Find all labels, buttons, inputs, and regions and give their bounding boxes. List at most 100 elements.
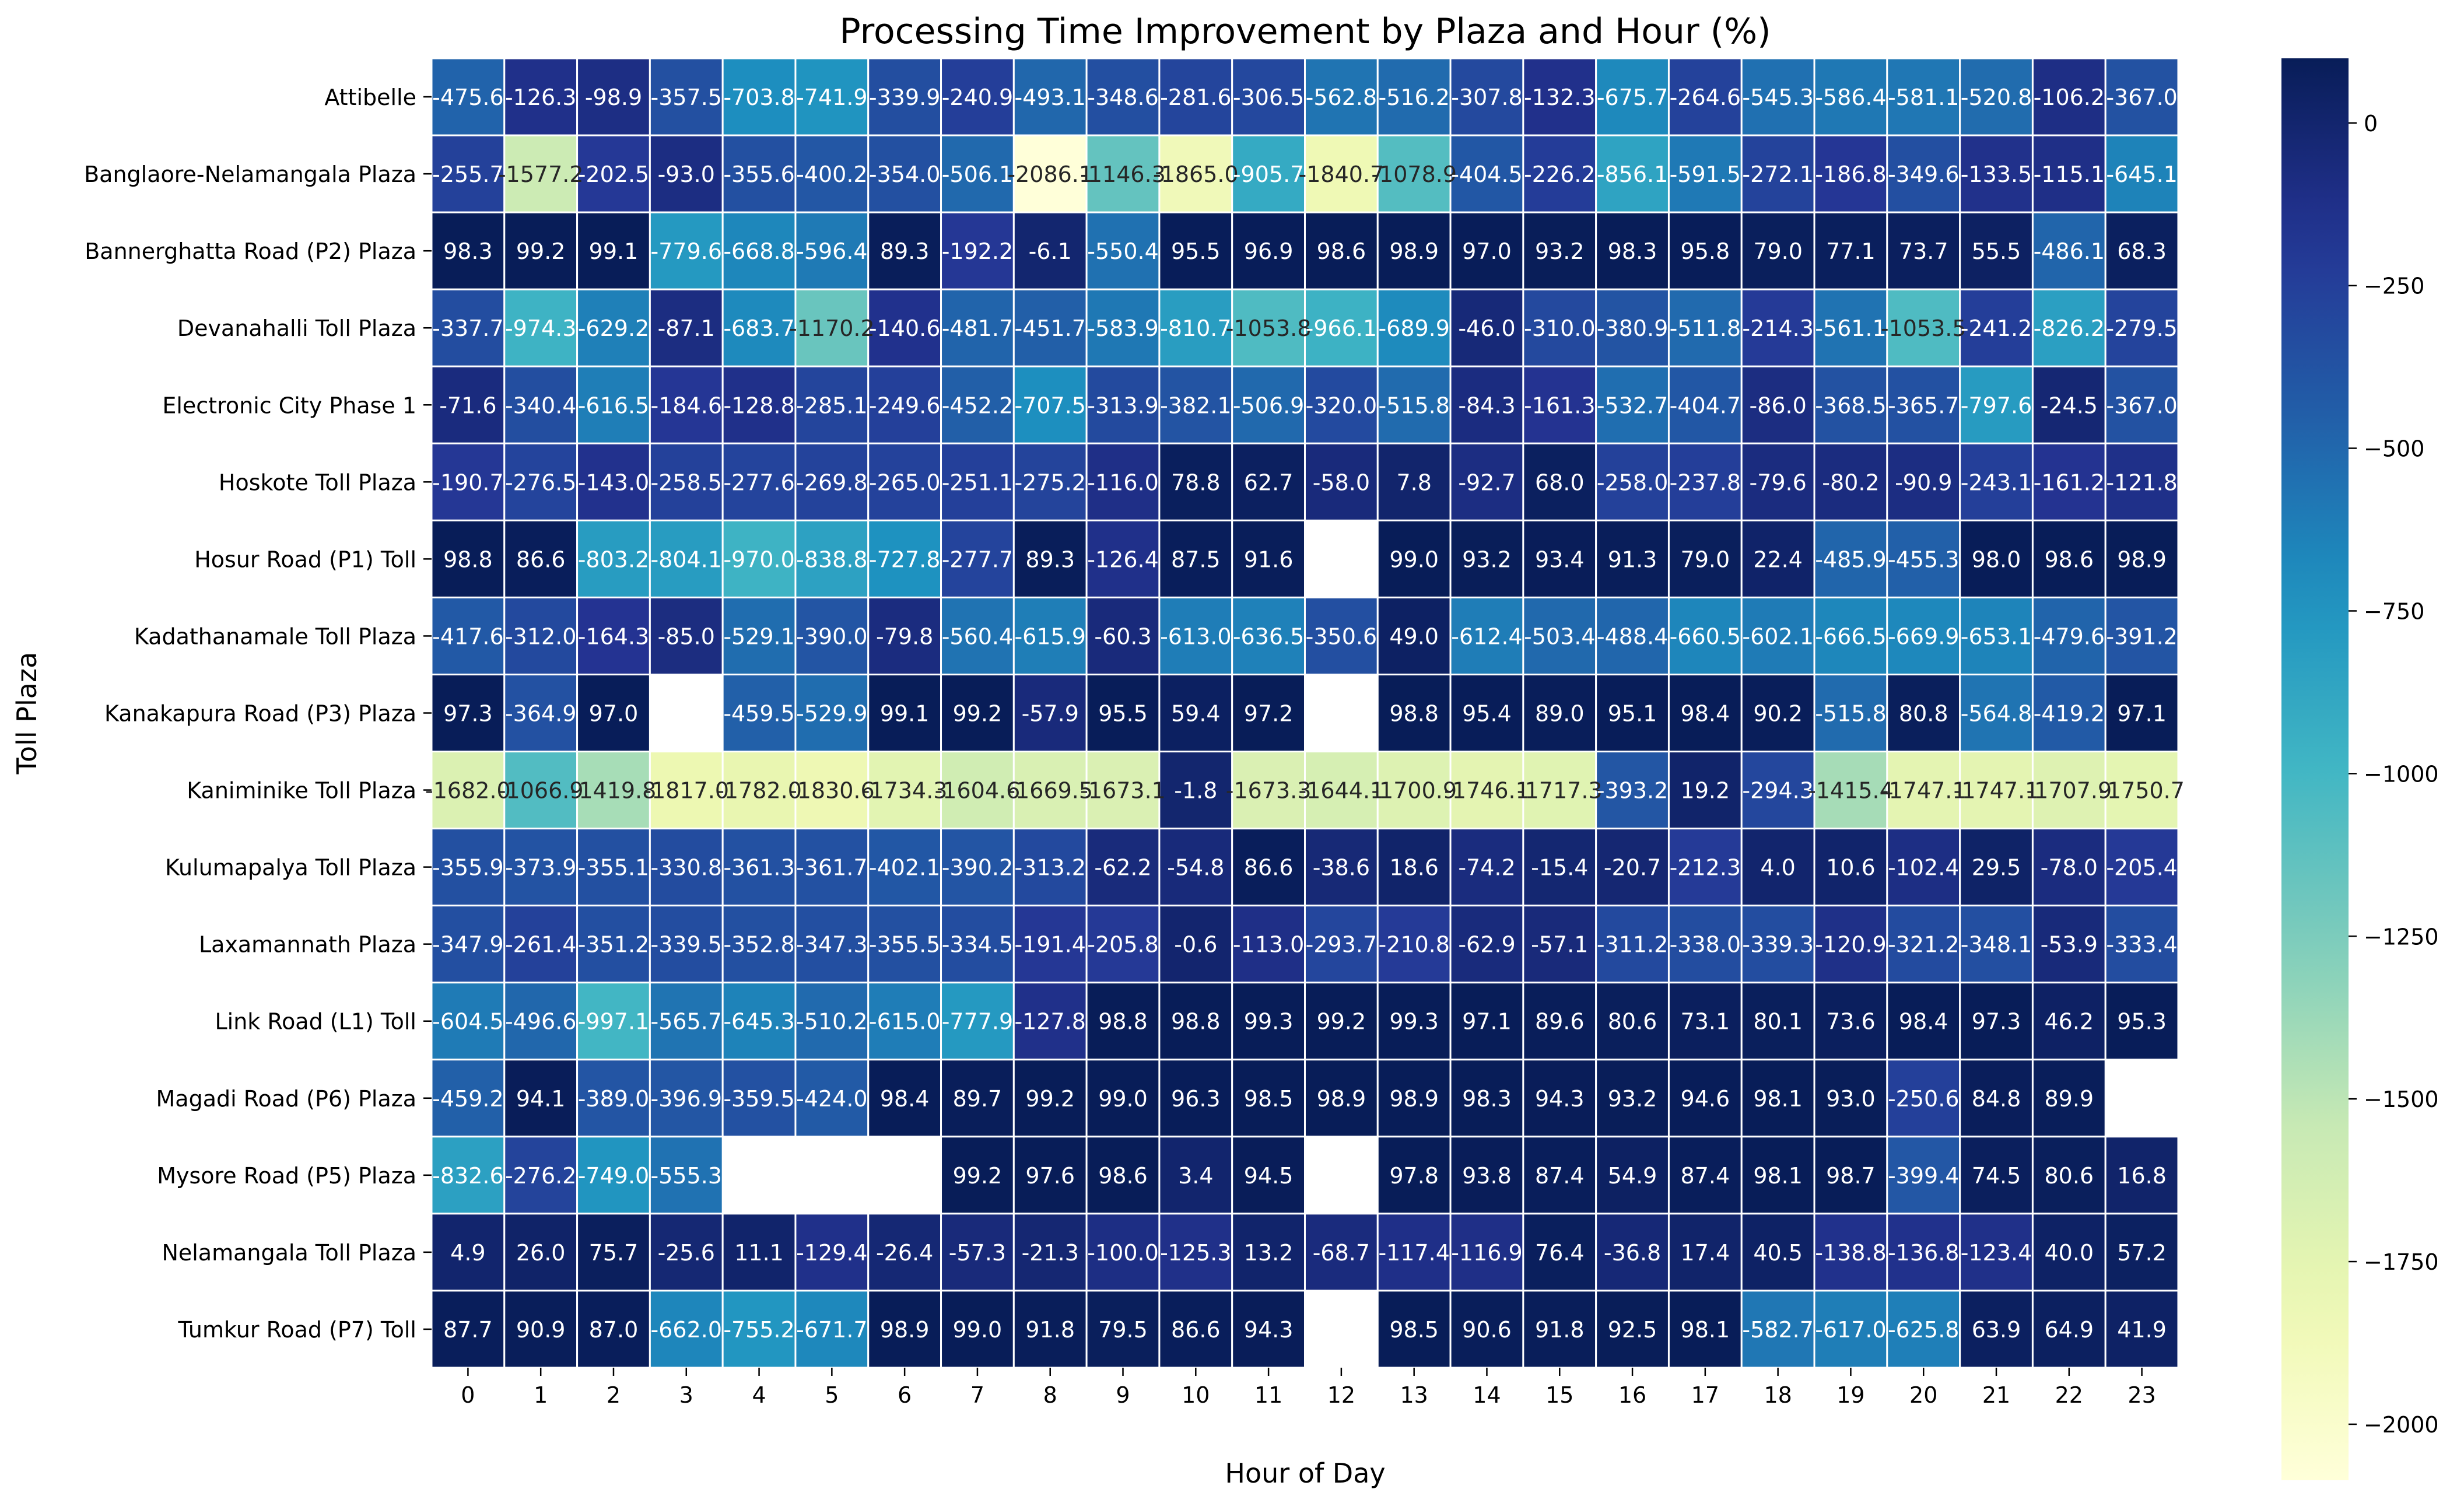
cell-value-label: -741.9 [796,85,868,110]
cell-value-label: -804.1 [651,546,723,572]
heatmap-cell [1522,1213,1597,1292]
cell-value-label: -838.8 [796,546,868,572]
heatmap-cell [503,1136,579,1215]
cell-value-label: -321.2 [1888,932,1960,958]
cell-value-label: 97.3 [1972,1009,2021,1035]
cell-value-label: 93.2 [1608,1086,1657,1112]
heatmap-cell [1376,905,1452,984]
cell-value-label: -125.3 [1160,1240,1232,1266]
cell-value-label: -25.6 [658,1240,715,1266]
cell-value-label: -352.8 [723,932,795,958]
colorbar-tick-label: −1000 [2364,761,2439,787]
cell-value-label: -591.5 [1670,162,1741,187]
heatmap-cell [1740,134,1815,213]
y-tick-label: Devanahalli Toll Plaza [177,316,416,341]
cell-value-label: -337.7 [432,316,504,341]
cell-value-label: 80.6 [1608,1009,1657,1035]
cell-value-label: 91.8 [1535,1317,1585,1343]
heatmap-cell [1012,1213,1088,1292]
cell-value-label: 79.0 [1753,239,1803,264]
cell-value-label: -645.3 [723,1009,795,1035]
cell-value-label: 97.2 [1244,701,1294,727]
cell-value-label: -46.0 [1458,316,1515,341]
y-tick-label: Nelamangala Toll Plaza [162,1240,416,1266]
cell-value-label: 16.8 [2117,1163,2167,1189]
colorbar-tick-label: −750 [2364,598,2424,624]
cell-value-label: -367.0 [2106,85,2178,110]
cell-value-label: 95.8 [1681,239,1730,264]
cell-value-label: 99.0 [1389,546,1439,572]
cell-value-label: -550.4 [1087,239,1159,264]
cell-value-label: -583.9 [1087,316,1159,341]
x-tick-label: 22 [2055,1382,2083,1408]
cell-value-label: -424.0 [796,1086,868,1112]
cell-value-label: -106.2 [2034,85,2105,110]
cell-value-label: 94.3 [1535,1086,1585,1112]
cell-value-label: 98.3 [443,239,493,264]
heatmap-cell [503,519,579,598]
heatmap-cell [503,211,579,290]
heatmap-cell [2104,288,2179,367]
cell-value-label: -347.9 [432,932,504,958]
cell-value-label: 96.3 [1171,1086,1221,1112]
cell-value-label: -120.9 [1815,932,1887,958]
heatmap-cell [794,1290,870,1369]
cell-value-label: 73.6 [1826,1009,1876,1035]
heatmap-cell [1231,365,1306,444]
x-tick-label: 6 [898,1382,912,1408]
cell-value-label: -53.9 [2041,932,2098,958]
cell-value-label: -136.8 [1888,1240,1960,1266]
cell-value-label: 80.1 [1753,1009,1803,1035]
y-tick-label: Hoskote Toll Plaza [219,470,416,495]
heatmap-cell [1376,1059,1452,1138]
heatmap-cell-labels: -475.6 -126.3 -98.9 -357.5 -703.8 -741.9 -339.… [425,85,2185,1343]
heatmap-cell [1376,211,1452,290]
heatmap-cell [1667,57,1743,136]
cell-value-label: -294.3 [1742,778,1814,804]
cell-value-label: -334.5 [942,932,1014,958]
cell-value-label: 98.1 [1681,1317,1730,1343]
x-tick-label: 20 [1909,1382,1937,1408]
cell-value-label: -92.7 [1458,470,1515,495]
cell-value-label: -285.1 [796,393,868,418]
y-tick-label: Hosur Road (P1) Toll [194,546,416,572]
heatmap-cell [940,1059,1015,1138]
cell-value-label: -615.0 [869,1009,941,1035]
cell-value-label: 98.6 [1098,1163,1148,1189]
cell-value-label: 19.2 [1681,778,1730,804]
cell-value-label: -78.0 [2041,855,2098,881]
heatmap-cell [1304,288,1379,367]
heatmap-cell [576,673,651,753]
colorbar-tick-label: 0 [2364,111,2378,136]
heatmap-cell [1304,442,1379,521]
heatmap-cell [1740,1290,1815,1369]
cell-value-label: -493.1 [1014,85,1086,110]
cell-value-label: -351.2 [578,932,650,958]
heatmap-cell [576,1290,651,1369]
cell-value-label: -455.3 [1888,546,1960,572]
cell-value-label: -506.9 [1233,393,1305,418]
cell-value-label: 63.9 [1972,1317,2021,1343]
heatmap-cell [576,1136,651,1215]
cell-value-label: 89.0 [1535,701,1585,727]
cell-value-label: -258.0 [1597,470,1669,495]
cell-value-label: -459.5 [723,701,795,727]
x-tick-label: 15 [1545,1382,1573,1408]
cell-value-label: 99.2 [953,1163,1003,1189]
cell-value-label: -311.2 [1597,932,1669,958]
cell-value-label: -399.4 [1888,1163,1960,1189]
heatmap-cell [2031,134,2107,213]
cell-value-label: -93.0 [658,162,715,187]
cell-value-label: 40.0 [2045,1240,2094,1266]
heatmap-cell [576,596,651,675]
cell-value-label: -192.2 [942,239,1014,264]
heatmap-cell [1085,1213,1161,1292]
colorbar-tick-label: −1500 [2364,1087,2439,1112]
heatmap-cell [503,442,579,521]
cell-value-label: 80.6 [2045,1163,2094,1189]
cell-value-label: -1170.2 [789,316,875,341]
cell-value-label: -1717.3 [1517,778,1603,804]
heatmap-cell [940,211,1015,290]
cell-value-label: 89.3 [1025,546,1075,572]
cell-value-label: -226.2 [1524,162,1596,187]
